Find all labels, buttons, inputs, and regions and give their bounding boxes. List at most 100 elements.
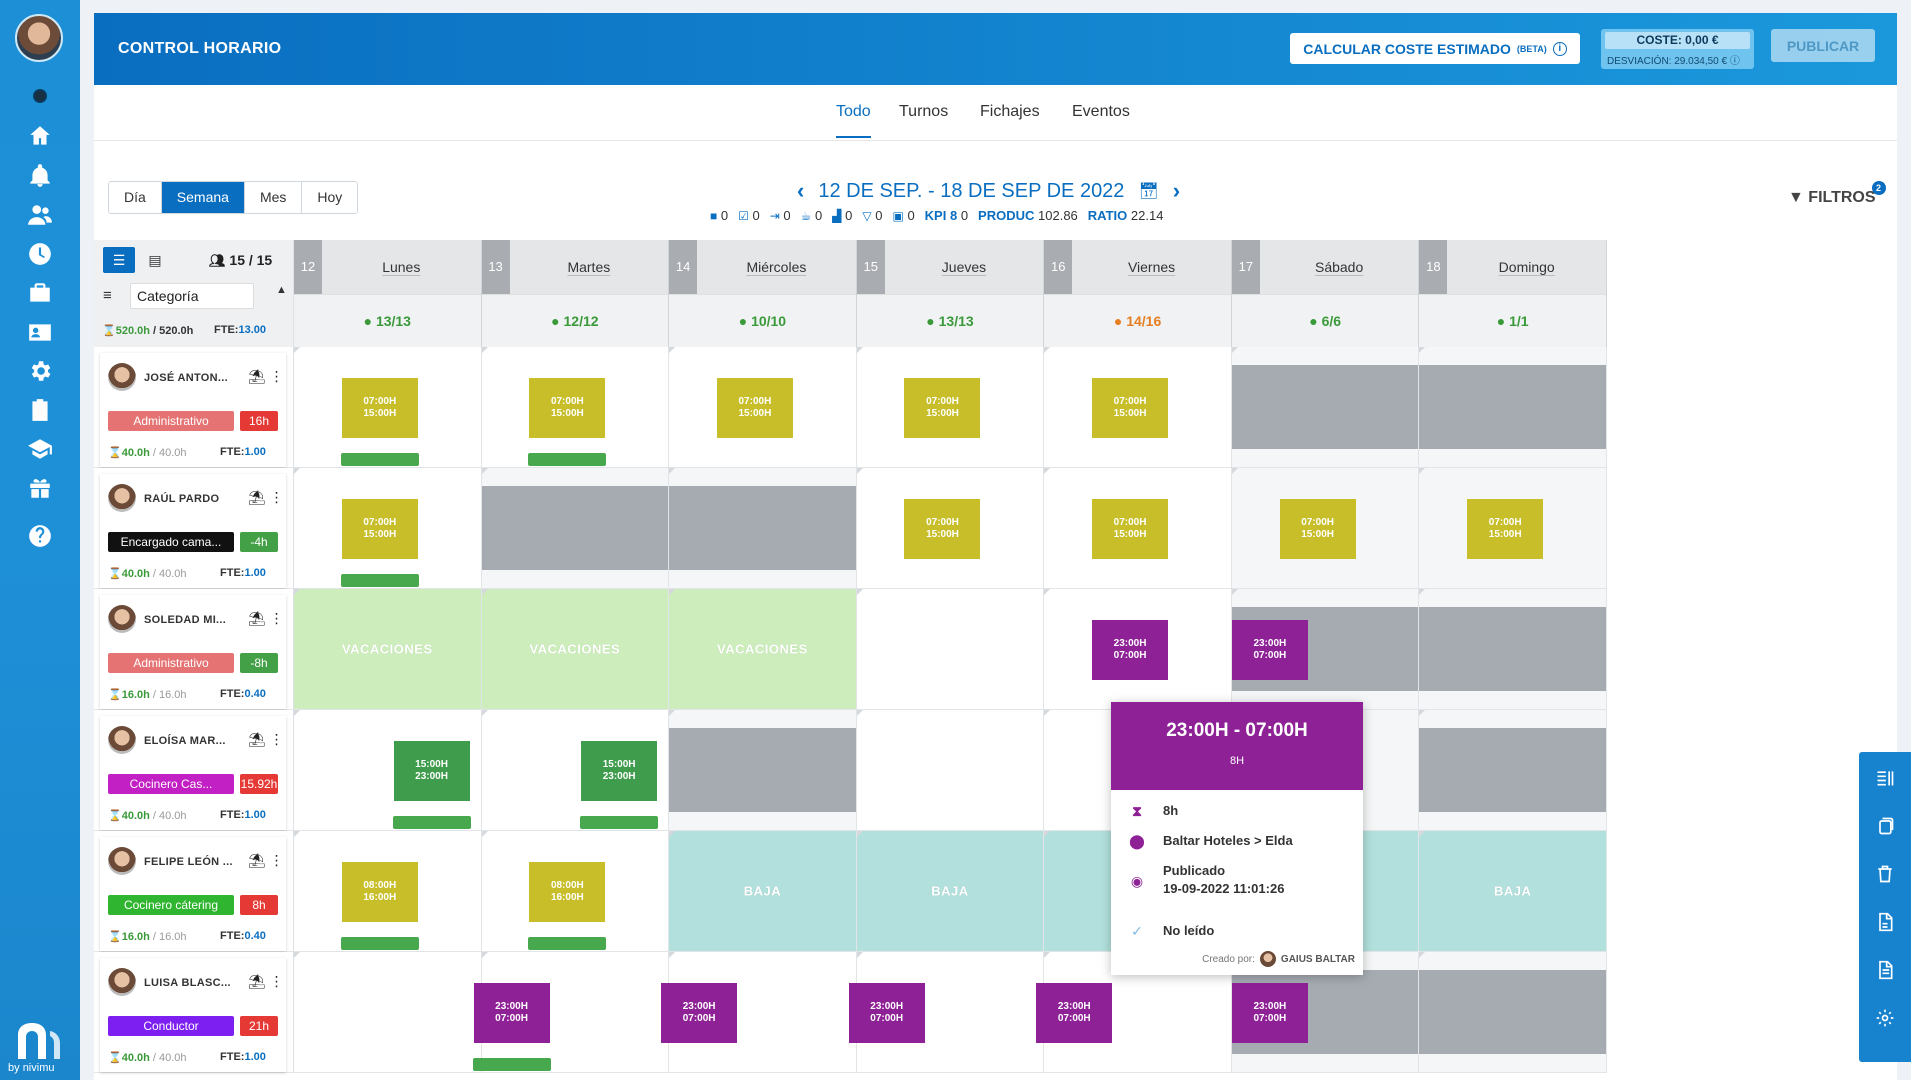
bell-icon[interactable] — [22, 158, 58, 194]
publish-button[interactable]: PUBLICAR — [1771, 29, 1875, 62]
shift-block[interactable]: 07:00H 15:00H — [904, 378, 981, 438]
calculate-cost-button[interactable]: CALCULAR COSTE ESTIMADO (BETA) i — [1290, 33, 1580, 64]
home-icon[interactable] — [22, 118, 58, 154]
shift-block[interactable]: 07:00H 15:00H — [904, 499, 981, 559]
shift-block[interactable]: 23:00H 07:00H — [473, 983, 550, 1043]
schedule-cell[interactable]: 07:00H 15:00H — [1044, 468, 1232, 589]
employee-card[interactable]: ELOÍSA MAR... ⛱ ⋮ Cocinero Cas... 15.92h ⌛40… — [100, 716, 286, 830]
date-range-label[interactable]: 12 DE SEP. - 18 DE SEP DE 2022 — [818, 179, 1125, 202]
help-icon[interactable] — [22, 518, 58, 554]
columns-icon[interactable] — [1873, 766, 1897, 790]
schedule-cell[interactable]: 23:00H 07:00H — [1044, 589, 1232, 710]
schedule-cell[interactable]: 07:00H 15:00H — [1419, 468, 1607, 589]
beach-icon[interactable]: ⛱ — [248, 489, 266, 505]
schedule-cell[interactable]: 23:00H 07:00H — [472, 952, 670, 1073]
beach-icon[interactable]: ⛱ — [248, 852, 266, 868]
shift-block[interactable]: 07:00H 15:00H — [1092, 499, 1169, 559]
filters-button[interactable]: ▼ FILTROS 2 — [1788, 181, 1886, 207]
beach-icon[interactable]: ⛱ — [248, 731, 266, 747]
gear-icon[interactable] — [22, 353, 58, 389]
employee-card[interactable]: SOLEDAD MI... ⛱ ⋮ Administrativo -8h ⌛16.0h … — [100, 595, 286, 709]
caret-up-icon[interactable]: ▲ — [276, 284, 287, 296]
more-icon[interactable]: ⋮ — [269, 731, 284, 747]
view-week-button[interactable]: Semana — [161, 182, 245, 213]
schedule-cell[interactable]: 07:00H 15:00H — [1044, 347, 1232, 468]
schedule-cell[interactable]: 07:00H 15:00H — [294, 468, 482, 589]
day-name[interactable]: Martes — [509, 240, 669, 294]
view-month-button[interactable]: Mes — [244, 182, 303, 213]
tab-eventos[interactable]: Eventos — [1072, 103, 1130, 120]
attendance-bar[interactable] — [528, 937, 607, 950]
shift-block[interactable]: 07:00H 15:00H — [1279, 499, 1356, 559]
shift-block[interactable]: 07:00H 15:00H — [529, 378, 606, 438]
attendance-bar[interactable] — [340, 937, 419, 950]
beach-icon[interactable]: ⛱ — [248, 368, 266, 384]
schedule-cell[interactable]: BAJA — [1419, 831, 1607, 952]
shift-block[interactable]: 23:00H 07:00H — [1231, 620, 1308, 680]
employee-card[interactable]: LUISA BLASC... ⛱ ⋮ Conductor 21h ⌛40.0h / 40… — [100, 958, 286, 1072]
shift-block[interactable]: 07:00H 15:00H — [716, 378, 793, 438]
more-icon[interactable]: ⋮ — [269, 852, 284, 868]
shift-block[interactable]: 23:00H 07:00H — [848, 983, 925, 1043]
employee-card[interactable]: RAÚL PARDO ⛱ ⋮ Encargado cama... -4h ⌛40.0h … — [100, 474, 286, 588]
schedule-cell[interactable]: 23:00H 07:00H — [848, 952, 1045, 1073]
day-name[interactable]: Miércoles — [697, 240, 856, 294]
clipboard-icon[interactable] — [22, 392, 58, 428]
beach-icon[interactable]: ⛱ — [248, 973, 266, 989]
briefcase-icon[interactable] — [22, 275, 58, 311]
schedule-cell[interactable]: VACACIONES — [669, 589, 857, 710]
employee-card[interactable]: FELIPE LEÓN ... ⛱ ⋮ Cocinero cátering 8h ⌛16… — [100, 837, 286, 951]
beach-icon[interactable]: ⛱ — [248, 610, 266, 626]
trash-icon[interactable] — [1873, 862, 1897, 886]
clock-icon[interactable] — [22, 236, 58, 272]
schedule-cell[interactable]: 07:00H 15:00H — [1231, 468, 1420, 589]
schedule-cell[interactable]: 23:00H 07:00H — [1231, 589, 1420, 710]
attendance-bar[interactable] — [580, 816, 659, 829]
schedule-cell[interactable] — [481, 468, 670, 589]
schedule-cell[interactable]: 08:00H 16:00H — [481, 831, 670, 952]
shift-block[interactable]: 07:00H 15:00H — [341, 499, 418, 559]
attendance-bar[interactable] — [528, 453, 607, 466]
schedule-cell[interactable] — [1419, 589, 1607, 710]
schedule-cell[interactable]: 07:00H 15:00H — [856, 468, 1045, 589]
schedule-cell[interactable]: 08:00H 16:00H — [294, 831, 482, 952]
day-name[interactable]: Lunes — [322, 240, 481, 294]
users-icon[interactable] — [22, 197, 58, 233]
schedule-cell[interactable] — [1419, 952, 1607, 1073]
shift-block[interactable]: 07:00H 15:00H — [1467, 499, 1544, 559]
employee-card[interactable]: JOSÉ ANTON... ⛱ ⋮ Administrativo 16h ⌛40.0h … — [100, 353, 286, 467]
shift-block[interactable]: 23:00H 07:00H — [1036, 983, 1113, 1043]
compact-view-icon[interactable]: ▤ — [148, 251, 162, 268]
copy-icon[interactable] — [1873, 814, 1897, 838]
tab-todo[interactable]: Todo — [836, 103, 871, 138]
document-icon[interactable] — [1873, 958, 1897, 982]
shift-block[interactable]: 23:00H 07:00H — [661, 983, 738, 1043]
user-avatar[interactable] — [15, 14, 63, 62]
day-name[interactable]: Jueves — [884, 240, 1044, 294]
schedule-cell[interactable] — [669, 710, 857, 831]
schedule-cell[interactable]: 07:00H 15:00H — [669, 347, 857, 468]
attendance-bar[interactable] — [392, 816, 471, 829]
schedule-cell[interactable] — [1231, 347, 1420, 468]
category-select[interactable]: Categoría — [130, 283, 254, 309]
attendance-bar[interactable] — [472, 1058, 551, 1071]
attendance-bar[interactable] — [340, 574, 419, 587]
shift-block[interactable]: 23:00H 07:00H — [1231, 983, 1308, 1043]
schedule-cell[interactable]: VACACIONES — [294, 589, 482, 710]
schedule-cell[interactable]: 07:00H 15:00H — [294, 347, 482, 468]
attendance-bar[interactable] — [340, 453, 419, 466]
day-name[interactable]: Viernes — [1072, 240, 1231, 294]
chevron-right-icon[interactable]: › — [1172, 178, 1181, 203]
calendar-icon[interactable]: 📅︎ — [1138, 183, 1159, 200]
gift-icon[interactable] — [22, 470, 58, 506]
day-name[interactable]: Sábado — [1259, 240, 1419, 294]
pdf-icon[interactable] — [1873, 910, 1897, 934]
today-button[interactable]: Hoy — [302, 182, 358, 213]
more-icon[interactable]: ⋮ — [269, 489, 284, 505]
tab-fichajes[interactable]: Fichajes — [980, 103, 1040, 120]
day-name[interactable]: Domingo — [1447, 240, 1606, 294]
more-icon[interactable]: ⋮ — [269, 368, 284, 384]
view-day-button[interactable]: Día — [109, 182, 162, 213]
